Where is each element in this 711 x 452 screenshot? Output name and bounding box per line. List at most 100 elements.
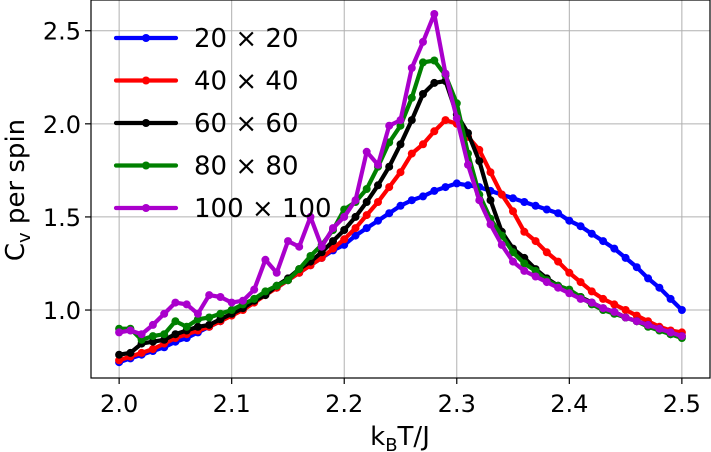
- data-point: [272, 281, 281, 290]
- data-point: [193, 309, 202, 318]
- data-point: [576, 278, 585, 287]
- data-point: [464, 160, 472, 169]
- x-tick-label: 2.2: [325, 390, 363, 418]
- data-point: [182, 322, 191, 331]
- data-point: [351, 224, 360, 233]
- legend-item: 100 × 100: [113, 194, 332, 224]
- data-point: [362, 224, 371, 233]
- data-point: [576, 222, 585, 231]
- data-point: [238, 296, 247, 305]
- data-point: [520, 259, 529, 268]
- data-point: [216, 315, 225, 324]
- data-point: [295, 265, 304, 274]
- data-point: [509, 194, 517, 203]
- data-point: [227, 306, 236, 314]
- data-point: [340, 226, 349, 234]
- data-point: [295, 242, 304, 251]
- data-point: [599, 237, 608, 246]
- data-point: [340, 212, 349, 221]
- data-point: [160, 309, 169, 318]
- data-point: [171, 330, 180, 339]
- data-point: [486, 220, 495, 229]
- data-point: [385, 209, 394, 218]
- y-axis-label-tail: per spin: [1, 119, 31, 232]
- data-point: [374, 198, 382, 206]
- data-point: [374, 181, 382, 190]
- data-point: [531, 201, 540, 210]
- y-tick-label: 2.5: [43, 18, 81, 46]
- data-point: [407, 64, 416, 72]
- x-axis-label-subscript: B: [385, 435, 397, 452]
- data-point: [644, 320, 653, 329]
- data-point: [441, 116, 450, 125]
- legend-label: 60 × 60: [194, 109, 298, 139]
- data-point: [362, 211, 371, 220]
- x-tick-label: 2.0: [100, 390, 138, 418]
- data-point: [441, 183, 450, 192]
- legend-marker: [142, 34, 150, 42]
- data-point: [407, 196, 416, 205]
- data-point: [677, 332, 686, 341]
- data-point: [182, 300, 191, 309]
- data-point: [554, 257, 563, 266]
- data-point: [531, 272, 540, 281]
- data-point: [306, 212, 315, 221]
- y-axis-label-main: C: [1, 243, 31, 261]
- data-point: [610, 307, 619, 316]
- legend: 20 × 20 40 × 40 60 × 60 80 × 80 100 × 100: [113, 24, 332, 224]
- data-point: [261, 255, 270, 264]
- x-axis-ticks: 2.0 2.1 2.2 2.3 2.4 2.5: [100, 378, 701, 418]
- x-tick-label: 2.5: [663, 390, 701, 418]
- data-point: [610, 300, 619, 309]
- data-point: [385, 138, 394, 147]
- data-point: [565, 268, 574, 277]
- data-point: [317, 248, 326, 257]
- data-point: [520, 198, 529, 206]
- data-point: [542, 205, 551, 214]
- data-point: [452, 114, 461, 123]
- data-point: [475, 157, 484, 166]
- x-axis-label: kBT/J: [370, 422, 430, 452]
- data-point: [385, 162, 394, 171]
- data-point: [565, 216, 574, 225]
- data-point: [419, 192, 427, 201]
- data-point: [329, 237, 337, 246]
- data-point: [587, 298, 596, 307]
- data-point: [430, 127, 439, 136]
- data-point: [216, 309, 225, 318]
- legend-marker: [142, 204, 150, 212]
- data-point: [284, 237, 292, 246]
- series-layer: [115, 10, 686, 367]
- data-point: [115, 356, 124, 365]
- data-point: [497, 240, 506, 249]
- data-point: [205, 313, 214, 322]
- data-point: [621, 253, 630, 262]
- data-point: [148, 345, 157, 354]
- x-tick-label: 2.1: [213, 390, 251, 418]
- data-point: [509, 257, 517, 266]
- legend-item: 20 × 20: [113, 24, 298, 54]
- data-point: [317, 242, 326, 251]
- data-point: [385, 121, 394, 130]
- data-point: [160, 335, 169, 344]
- data-point: [520, 227, 529, 236]
- data-point: [576, 294, 585, 303]
- data-point: [486, 196, 495, 205]
- data-point: [509, 248, 517, 257]
- data-point: [464, 181, 472, 190]
- data-point: [655, 283, 664, 292]
- data-point: [587, 287, 596, 296]
- data-point: [666, 294, 675, 303]
- data-point: [452, 179, 461, 188]
- data-point: [261, 287, 270, 296]
- data-point: [362, 185, 371, 193]
- data-point: [632, 317, 641, 326]
- data-point: [193, 315, 202, 324]
- data-point: [126, 326, 135, 335]
- legend-marker: [142, 76, 150, 85]
- data-point: [137, 348, 146, 357]
- data-point: [306, 252, 315, 260]
- legend-label: 40 × 40: [194, 67, 298, 97]
- data-point: [250, 294, 259, 303]
- y-tick-label: 1.0: [43, 297, 81, 325]
